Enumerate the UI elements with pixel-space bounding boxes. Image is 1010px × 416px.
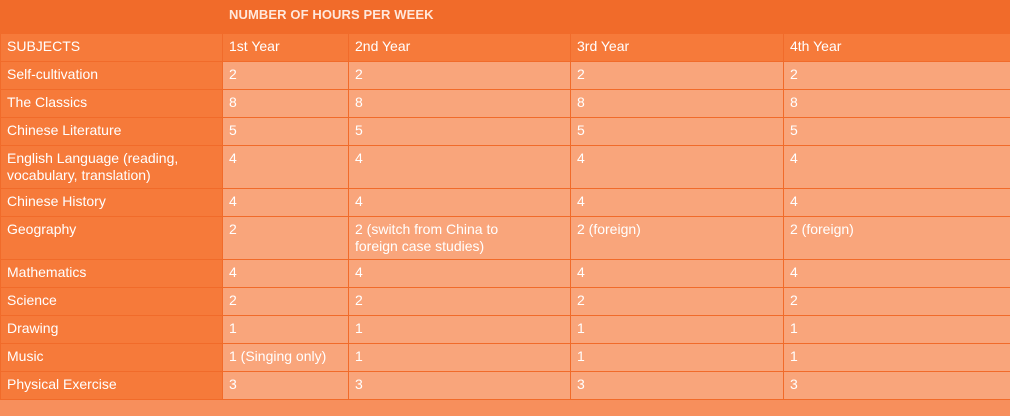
hours-cell: 5 xyxy=(222,117,349,146)
hours-cell: 2 xyxy=(222,61,349,90)
hours-cell: 2 (foreign) xyxy=(782,216,1010,260)
table-row: Chinese Literature 5 5 5 5 xyxy=(0,117,1010,146)
table-row: English Language (reading, vocabulary, t… xyxy=(0,145,1010,189)
hours-cell: 1 xyxy=(348,315,571,344)
subject-cell: The Classics xyxy=(0,89,223,118)
table-row: Self-cultivation 2 2 2 2 xyxy=(0,61,1010,90)
table-row: The Classics 8 8 8 8 xyxy=(0,89,1010,118)
hours-cell: 4 xyxy=(570,188,784,217)
hours-cell: 4 xyxy=(570,259,784,288)
hours-cell: 5 xyxy=(782,117,1010,146)
subject-cell: Geography xyxy=(0,216,223,260)
table-row: Mathematics 4 4 4 4 xyxy=(0,259,1010,288)
hours-cell: 3 xyxy=(348,371,571,400)
hours-cell: 4 xyxy=(222,188,349,217)
subject-cell: Self-cultivation xyxy=(0,61,223,90)
hours-cell: 5 xyxy=(570,117,784,146)
hours-cell: 3 xyxy=(570,371,784,400)
hours-cell: 4 xyxy=(782,145,1010,189)
hours-cell: 4 xyxy=(348,145,571,189)
subject-cell: Music xyxy=(0,343,223,372)
column-header-row: SUBJECTS 1st Year 2nd Year 3rd Year 4th … xyxy=(0,33,1010,62)
hours-cell: 4 xyxy=(348,259,571,288)
hours-cell: 2 (foreign) xyxy=(570,216,784,260)
hours-per-week-table: NUMBER OF HOURS PER WEEK SUBJECTS 1st Ye… xyxy=(0,0,1010,400)
hours-cell: 2 xyxy=(782,61,1010,90)
subject-cell: Drawing xyxy=(0,315,223,344)
table-row: Geography 2 2 (switch from China to fore… xyxy=(0,216,1010,260)
hours-cell: 2 xyxy=(222,287,349,316)
table-row: Music 1 (Singing only) 1 1 1 xyxy=(0,343,1010,372)
hours-cell: 4 xyxy=(222,259,349,288)
table-row: Science 2 2 2 2 xyxy=(0,287,1010,316)
hours-cell: 1 xyxy=(348,343,571,372)
title-corner-cell xyxy=(0,0,223,34)
hours-cell: 5 xyxy=(348,117,571,146)
hours-cell: 4 xyxy=(782,259,1010,288)
hours-cell: 8 xyxy=(782,89,1010,118)
hours-cell: 1 (Singing only) xyxy=(222,343,349,372)
hours-cell: 2 xyxy=(348,287,571,316)
subject-cell: Science xyxy=(0,287,223,316)
subject-cell: Mathematics xyxy=(0,259,223,288)
hours-cell: 1 xyxy=(570,343,784,372)
hours-cell: 2 xyxy=(570,61,784,90)
hours-cell: 8 xyxy=(222,89,349,118)
hours-cell: 1 xyxy=(222,315,349,344)
table-row: Drawing 1 1 1 1 xyxy=(0,315,1010,344)
hours-cell: 1 xyxy=(570,315,784,344)
table-title-row: NUMBER OF HOURS PER WEEK xyxy=(0,0,1010,34)
hours-cell: 2 xyxy=(782,287,1010,316)
column-header-2nd-year: 2nd Year xyxy=(348,33,571,62)
subject-cell: Chinese Literature xyxy=(0,117,223,146)
hours-cell: 2 (switch from China to foreign case stu… xyxy=(348,216,571,260)
hours-cell: 4 xyxy=(348,188,571,217)
table-row: Chinese History 4 4 4 4 xyxy=(0,188,1010,217)
hours-cell: 4 xyxy=(222,145,349,189)
table-title: NUMBER OF HOURS PER WEEK xyxy=(221,0,1010,34)
hours-cell: 3 xyxy=(222,371,349,400)
hours-cell: 2 xyxy=(222,216,349,260)
hours-cell: 8 xyxy=(348,89,571,118)
table-row: Physical Exercise 3 3 3 3 xyxy=(0,371,1010,400)
column-header-1st-year: 1st Year xyxy=(222,33,349,62)
hours-cell: 1 xyxy=(782,343,1010,372)
subject-cell: Chinese History xyxy=(0,188,223,217)
column-header-subjects: SUBJECTS xyxy=(0,33,223,62)
hours-cell: 4 xyxy=(570,145,784,189)
subject-cell: Physical Exercise xyxy=(0,371,223,400)
column-header-3rd-year: 3rd Year xyxy=(570,33,784,62)
subject-cell: English Language (reading, vocabulary, t… xyxy=(0,145,223,189)
hours-cell: 4 xyxy=(782,188,1010,217)
hours-cell: 2 xyxy=(570,287,784,316)
hours-cell: 2 xyxy=(348,61,571,90)
column-header-4th-year: 4th Year xyxy=(782,33,1010,62)
hours-cell: 1 xyxy=(782,315,1010,344)
hours-cell: 8 xyxy=(570,89,784,118)
hours-cell: 3 xyxy=(782,371,1010,400)
